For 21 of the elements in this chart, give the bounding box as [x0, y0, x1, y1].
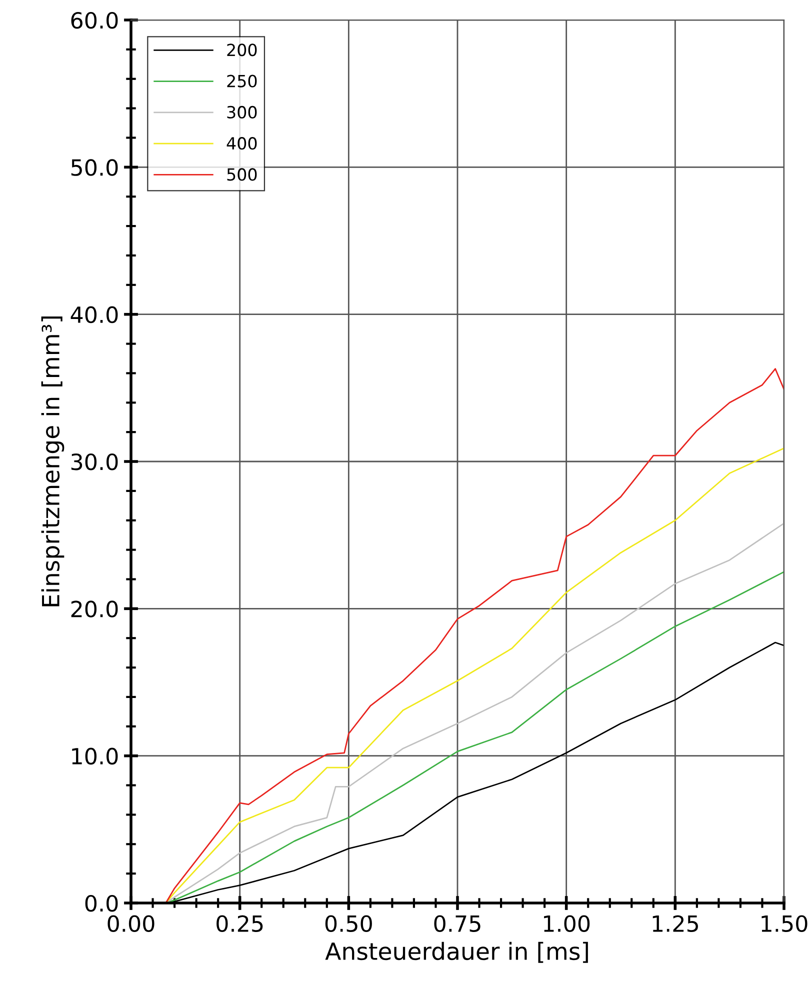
x-tick-label: 0.00: [108, 915, 154, 932]
x-tick-label: 0.25: [216, 915, 263, 932]
x-tick-label: 1.50: [762, 915, 808, 932]
y-tick-label: 30.0: [71, 453, 118, 470]
x-tick-label: 1.00: [544, 915, 590, 932]
y-tick-label: 10.0: [72, 748, 118, 765]
y-tick-label: 0.0: [85, 894, 118, 912]
legend-label: 250: [227, 74, 257, 88]
legend-label: 200: [227, 44, 257, 56]
y-tick-label: 20.0: [71, 600, 118, 618]
y-tick-label: 60.0: [71, 12, 118, 29]
x-tick-label: 0.75: [434, 915, 480, 932]
legend-label: 500: [227, 168, 257, 181]
x-axis-title: Ansteuerdauer in [ms]: [325, 942, 588, 963]
legend-label: 300: [227, 106, 257, 118]
x-tick-label: 1.25: [652, 915, 698, 932]
y-tick-label: 50.0: [71, 159, 118, 176]
y-axis-title: Einspritzmenge in [mm³]: [41, 316, 64, 606]
legend-label: 400: [226, 137, 257, 150]
y-tick-label: 40.0: [70, 306, 118, 324]
x-tick-label: 0.50: [325, 915, 372, 932]
